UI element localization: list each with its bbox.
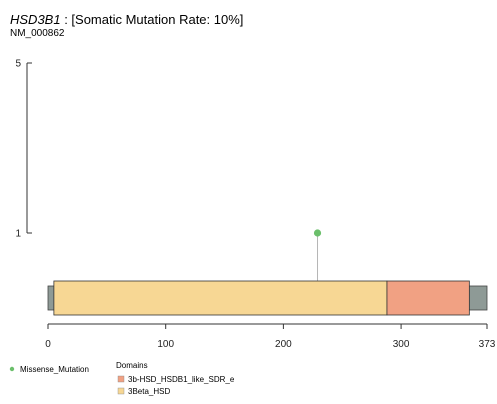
mutation-marker bbox=[313, 229, 322, 237]
y-tick-label: 5 bbox=[15, 59, 21, 70]
x-tick-label: 373 bbox=[479, 339, 496, 350]
x-tick-label: 200 bbox=[275, 339, 292, 350]
chart-title: HSD3B1 : [Somatic Mutation Rate: 10%] bbox=[10, 12, 243, 27]
legend-mutation-marker bbox=[9, 366, 15, 372]
gene-name: HSD3B1 bbox=[10, 12, 61, 27]
x-tick-label: 300 bbox=[393, 339, 410, 350]
y-axis: 15 bbox=[15, 59, 32, 240]
mutation-rate-text: : [Somatic Mutation Rate: 10%] bbox=[61, 12, 244, 27]
legend: Missense_Mutation Domains 3b-HSD_HSDB1_l… bbox=[9, 361, 235, 396]
protein-domain bbox=[386, 280, 470, 316]
legend-domain-swatch bbox=[117, 387, 125, 395]
legend-domain-label: 3b-HSD_HSDB1_like_SDR_e bbox=[128, 375, 235, 384]
legend-domain-label: 3Beta_HSD bbox=[128, 387, 170, 396]
x-axis: 0 100 200 300 373 bbox=[45, 323, 496, 350]
x-tick-label: 0 bbox=[45, 339, 51, 350]
transcript-id: NM_000862 bbox=[10, 28, 65, 39]
legend-domains-title: Domains bbox=[116, 361, 148, 370]
protein-track bbox=[47, 280, 488, 316]
legend-mutation-label: Missense_Mutation bbox=[20, 365, 89, 374]
y-tick-label: 1 bbox=[15, 229, 21, 240]
legend-domain-swatch bbox=[117, 375, 125, 383]
protein-domain bbox=[53, 280, 388, 316]
mutation-lollipops bbox=[313, 229, 322, 281]
x-tick-label: 100 bbox=[157, 339, 174, 350]
